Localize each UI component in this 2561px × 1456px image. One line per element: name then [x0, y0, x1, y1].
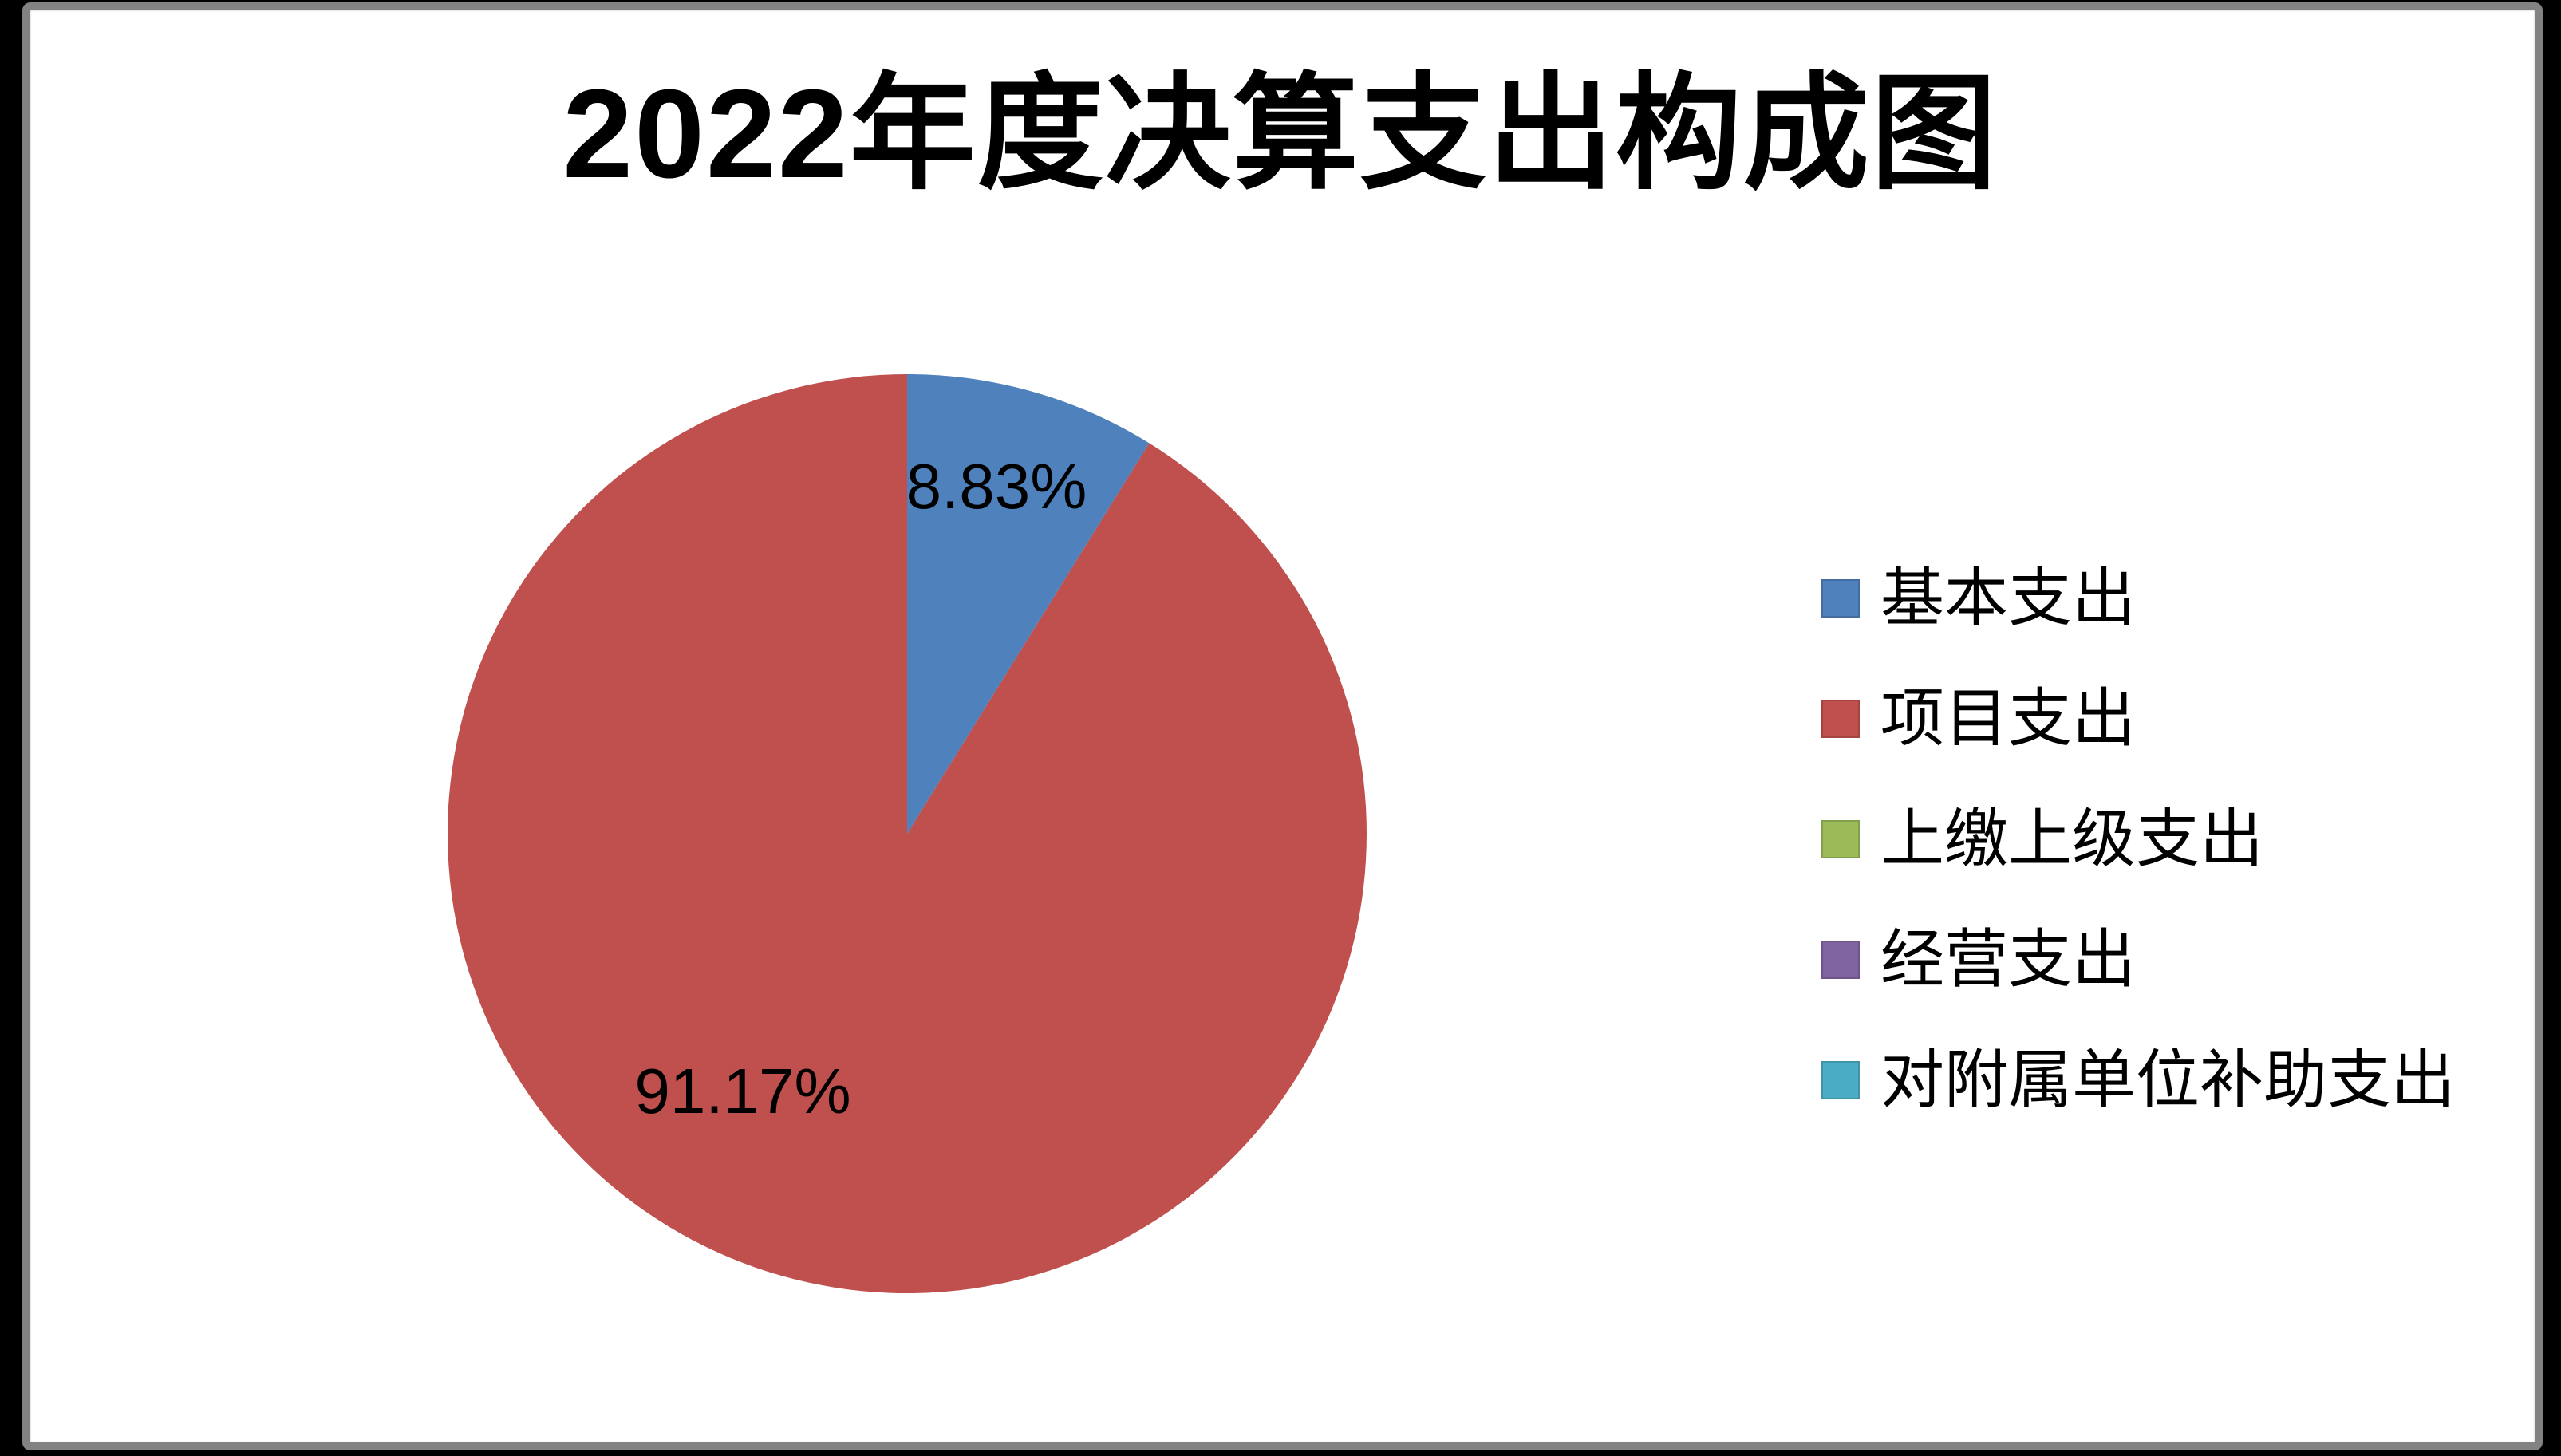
legend-item-operating-expenditure: 经营支出	[1821, 928, 2455, 992]
pie-slice-0	[907, 374, 1150, 834]
pie-data-label-project-expenditure: 91.17%	[634, 1056, 851, 1127]
legend-swatch-payment-to-superior-expenditure	[1821, 820, 1860, 858]
legend: 基本支出 项目支出 上缴上级支出 经营支出 对附属单位补助支出	[1821, 566, 2455, 1112]
pie-data-label-basic-expenditure: 8.83%	[906, 451, 1087, 522]
legend-item-subsidy-to-affiliated-units-expenditure: 对附属单位补助支出	[1821, 1048, 2455, 1112]
legend-item-basic-expenditure: 基本支出	[1821, 566, 2455, 630]
chart-title: 2022年度决算支出构成图	[562, 64, 1999, 204]
legend-label: 上缴上级支出	[1880, 803, 2263, 874]
legend-swatch-project-expenditure	[1821, 700, 1860, 738]
legend-label: 对附属单位补助支出	[1880, 1044, 2455, 1115]
legend-item-payment-to-superior-expenditure: 上缴上级支出	[1821, 807, 2455, 871]
legend-label: 基本支出	[1880, 562, 2136, 633]
legend-swatch-basic-expenditure	[1821, 579, 1860, 618]
pie-chart	[447, 374, 1367, 1294]
pie-slice-1	[447, 374, 1367, 1294]
legend-item-project-expenditure: 项目支出	[1821, 687, 2455, 751]
legend-label: 项目支出	[1880, 683, 2136, 754]
legend-swatch-operating-expenditure	[1821, 941, 1860, 979]
legend-label: 经营支出	[1880, 924, 2136, 995]
legend-swatch-subsidy-to-affiliated-units-expenditure	[1821, 1061, 1860, 1099]
